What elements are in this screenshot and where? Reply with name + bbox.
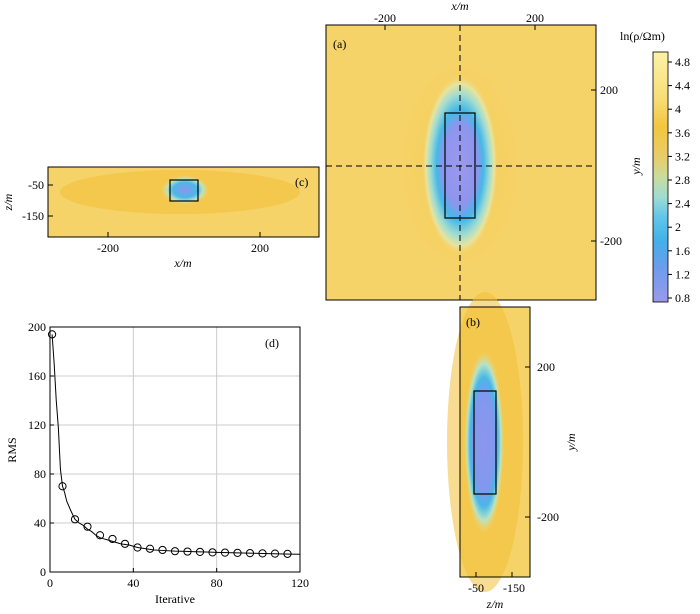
- rms-ytick-label: 160: [28, 369, 46, 383]
- rms-chart-ylabel: RMS: [5, 437, 19, 462]
- panel-c-frame: [47, 166, 320, 238]
- rms-point: [220, 548, 230, 557]
- panel-c-tag: (c): [295, 175, 308, 189]
- panel-b-xtick-label: -50: [468, 581, 484, 595]
- rms-ytick-label: 120: [28, 418, 46, 432]
- rms-chart-grid: [50, 327, 300, 572]
- panel-b-frame: [459, 306, 531, 578]
- rms-point: [47, 330, 57, 339]
- rms-point: [208, 548, 217, 557]
- panel-a-ytick-label: -200: [600, 234, 622, 248]
- panel-b: 200 -200 y/m -50 -150 z/m (b): [447, 292, 578, 611]
- rms-point: [245, 549, 255, 558]
- rms-point: [108, 534, 117, 544]
- colorbar-tick-label: 2.8: [675, 173, 690, 187]
- panel-a-xlabel: x/m: [450, 0, 469, 13]
- rms-point: [258, 549, 267, 558]
- rms-xtick-label: 80: [211, 576, 223, 590]
- panel-c-xtick-label: 200: [251, 241, 269, 255]
- panel-a-ylabel: y/m: [629, 157, 643, 176]
- colorbar-tick-label: 1.6: [675, 244, 690, 258]
- rms-point: [283, 549, 292, 558]
- panel-c-ylabel: z/m: [1, 193, 15, 211]
- rms-point: [233, 548, 242, 557]
- rms-chart: 0 40 80 120 0 40 80 120 160 200 (d) Iterative RMS: [5, 320, 309, 606]
- rms-point: [58, 482, 67, 491]
- rms-point: [270, 549, 280, 558]
- panel-b-ytick-label: -200: [537, 510, 559, 524]
- colorbar-title: ln(ρ/Ωm): [620, 29, 665, 43]
- rms-chart-axes: [49, 326, 301, 573]
- rms-point: [195, 547, 205, 557]
- rms-xtick-label: 0: [47, 576, 53, 590]
- rms-series-line: [51, 334, 301, 555]
- rms-xtick-label: 120: [291, 576, 309, 590]
- rms-ytick-label: 40: [34, 516, 46, 530]
- panel-c-xlabel: x/m: [173, 256, 192, 270]
- colorbar-tick-label: 2.4: [675, 197, 690, 211]
- rms-point: [145, 544, 155, 553]
- panel-a: -200 200 x/m 200 -200 y/m (a): [325, 0, 643, 301]
- panel-b-ylabel: y/m: [564, 433, 578, 452]
- rms-chart-ticks: 0 40 80 120 0 40 80 120 160 200: [28, 320, 309, 590]
- panel-b-block-outline: [473, 390, 497, 495]
- rms-ytick-label: 200: [28, 320, 46, 334]
- panel-c-ytick-label: -50: [28, 178, 44, 192]
- rms-ytick-label: 0: [40, 565, 46, 579]
- colorbar-tick-label: 3.6: [675, 126, 690, 140]
- colorbar-ticks: 4.8 4.4 4 3.6 3.2 2.8 2.4 2 1.6 1.2 0.8: [668, 55, 690, 305]
- rms-ytick-label: 80: [34, 467, 46, 481]
- panel-b-anomaly: [464, 350, 504, 534]
- rms-point: [70, 515, 80, 524]
- panel-a-frame: [325, 24, 597, 301]
- panel-b-tag: (b): [466, 315, 480, 329]
- rms-point: [83, 522, 92, 531]
- colorbar-tick-label: 0.8: [675, 291, 690, 305]
- panel-c: -50 -150 -200 200 x/m z/m (c): [1, 166, 320, 270]
- panel-a-ytick-label: 200: [600, 83, 618, 97]
- colorbar: ln(ρ/Ωm) 4.8 4.4 4 3.6 3.2 2.8 2.4 2 1.6 1.2 0.8: [620, 29, 690, 305]
- rms-point: [158, 545, 167, 555]
- colorbar-tick-label: 1.2: [675, 267, 690, 281]
- colorbar-tick-label: 3.2: [675, 149, 690, 163]
- colorbar-tick-label: 4: [675, 102, 681, 116]
- rms-chart-tag: (d): [265, 336, 279, 350]
- rms-xtick-label: 40: [127, 576, 139, 590]
- rms-point: [120, 539, 130, 548]
- colorbar-tick-label: 4.4: [675, 79, 690, 93]
- colorbar-tick-label: 2: [675, 220, 681, 234]
- panel-c-ytick-label: -150: [22, 209, 44, 223]
- panel-a-xtick-label: -200: [374, 11, 396, 25]
- rms-plot-frame: [49, 326, 301, 573]
- rms-chart-xlabel: Iterative: [155, 592, 195, 606]
- rms-point: [95, 531, 105, 540]
- panel-b-ytick-label: 200: [537, 360, 555, 374]
- panel-a-xtick-label: 200: [526, 11, 544, 25]
- panel-b-xtick-label: -150: [503, 581, 525, 595]
- rms-point: [133, 543, 142, 552]
- colorbar-ramp: [652, 51, 669, 303]
- panel-c-anomaly: [161, 175, 209, 205]
- rms-point: [183, 547, 192, 556]
- panel-c-block-outline: [169, 179, 199, 202]
- panel-b-xlabel: z/m: [486, 597, 504, 611]
- rms-chart-series: [47, 330, 301, 558]
- panel-a-tag: (a): [333, 37, 346, 51]
- colorbar-tick-label: 4.8: [675, 55, 690, 69]
- panel-c-xtick-label: -200: [97, 241, 119, 255]
- rms-point: [170, 547, 180, 556]
